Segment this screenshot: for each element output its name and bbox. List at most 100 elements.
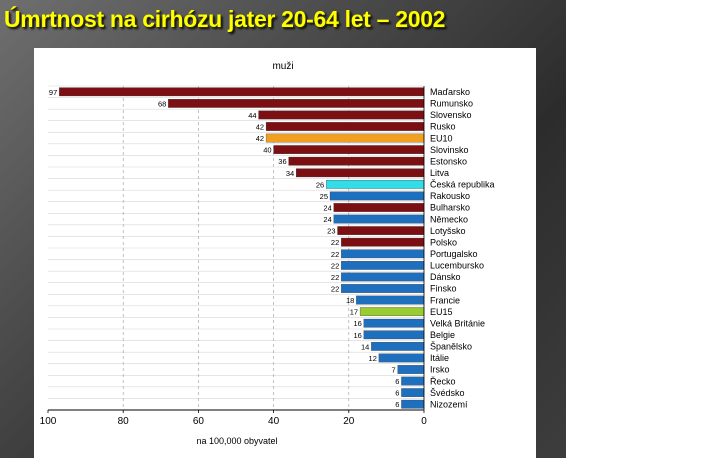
data-label: 18 — [346, 296, 354, 305]
bar — [59, 87, 425, 97]
data-label: 44 — [248, 111, 256, 120]
category-label: Nizozemí — [430, 399, 468, 409]
data-label: 12 — [369, 354, 377, 363]
category-label: EU10 — [430, 133, 453, 143]
category-label: EU15 — [430, 307, 453, 317]
category-label: Portugalsko — [430, 249, 478, 259]
chart-panel: muži 97 68 44 42 42 40 36 34 26 25 24 24 23 22 22 22 22 2… — [34, 48, 536, 458]
category-label: Polsko — [430, 237, 457, 247]
data-label: 6 — [395, 389, 399, 398]
data-label: 22 — [331, 250, 339, 259]
category-label: Belgie — [430, 330, 455, 340]
category-label: Francie — [430, 295, 460, 305]
x-tick-label: 80 — [118, 416, 130, 427]
data-label: 22 — [331, 238, 339, 247]
category-label: Německo — [430, 214, 468, 224]
data-label: 22 — [331, 273, 339, 282]
bar — [341, 261, 425, 270]
bar — [265, 133, 425, 143]
bar — [333, 214, 425, 224]
x-axis-label: na 100,000 obyvatel — [196, 436, 277, 446]
bar — [378, 353, 425, 363]
data-label: 34 — [286, 169, 294, 178]
category-label: Španělsko — [430, 342, 472, 352]
bar — [341, 249, 425, 259]
category-label: Estonsko — [430, 156, 467, 166]
category-label: Slovinsko — [430, 145, 469, 155]
bar — [363, 318, 425, 328]
category-label: Česká republika — [430, 180, 495, 190]
data-label: 42 — [256, 134, 264, 143]
category-label: Rakousko — [430, 191, 470, 201]
bar — [356, 295, 425, 305]
data-label: 42 — [256, 123, 264, 132]
bar — [265, 122, 425, 131]
mortality-bar-chart: muži 97684442424036342625242423222222222… — [40, 61, 495, 446]
chart-title: muži — [272, 61, 293, 72]
data-label: 24 — [323, 204, 331, 213]
category-label: Dánsko — [430, 272, 461, 282]
data-label: 23 — [327, 227, 335, 236]
bar — [296, 168, 425, 178]
category-label: Lucembursko — [430, 261, 484, 271]
bars — [59, 87, 425, 409]
bar — [333, 203, 425, 212]
category-label: Rusko — [430, 122, 456, 132]
data-label: 16 — [353, 331, 361, 340]
category-label: Bulharsko — [430, 203, 470, 213]
category-label: Řecko — [430, 376, 456, 386]
category-label: Velká Británie — [430, 318, 485, 328]
bar — [258, 110, 425, 120]
bar — [288, 156, 425, 166]
bar — [359, 307, 425, 316]
data-labels: 9768444242403634262524242322222222221817… — [49, 88, 400, 409]
bar — [341, 237, 425, 247]
data-label: 97 — [49, 88, 57, 97]
x-tick-label: 0 — [421, 416, 427, 427]
bar — [401, 399, 425, 409]
bar — [341, 284, 425, 293]
bar — [371, 342, 425, 351]
data-label: 22 — [331, 261, 339, 270]
category-label: Švédsko — [430, 388, 465, 398]
category-label: Itálie — [430, 353, 449, 363]
x-tick-label: 60 — [193, 416, 205, 427]
bar — [273, 145, 425, 154]
data-label: 36 — [278, 157, 286, 166]
data-label: 7 — [392, 366, 396, 375]
bar — [363, 330, 425, 340]
bar — [337, 226, 425, 235]
bar — [401, 376, 425, 386]
x-tick-label: 40 — [268, 416, 280, 427]
category-label: Rumunsko — [430, 99, 473, 109]
category-label: Maďarsko — [430, 87, 470, 97]
slide-background: Úmrtnost na cirhózu jater 20-64 let – 20… — [0, 0, 566, 458]
data-label: 6 — [395, 377, 399, 386]
data-label: 26 — [316, 180, 324, 189]
data-label: 16 — [353, 319, 361, 328]
slide-title: Úmrtnost na cirhózu jater 20-64 let – 20… — [4, 6, 446, 32]
bar — [329, 191, 425, 201]
data-label: 25 — [320, 192, 328, 201]
bar — [341, 272, 425, 282]
data-label: 68 — [158, 99, 166, 108]
bar — [401, 388, 425, 397]
data-label: 40 — [263, 146, 271, 155]
data-label: 17 — [350, 308, 358, 317]
category-label: Slovensko — [430, 110, 472, 120]
data-label: 22 — [331, 285, 339, 294]
category-label: Irsko — [430, 365, 450, 375]
category-label: Lotyšsko — [430, 226, 466, 236]
data-label: 6 — [395, 400, 399, 409]
bar — [397, 365, 425, 374]
x-axis: 100 80 60 40 20 0 — [40, 86, 427, 427]
x-tick-label: 20 — [343, 416, 355, 427]
category-label: Litva — [430, 168, 449, 178]
bar — [168, 99, 425, 108]
category-label: Finsko — [430, 284, 457, 294]
data-label: 14 — [361, 342, 369, 351]
data-label: 24 — [323, 215, 331, 224]
x-tick-label: 100 — [40, 416, 57, 427]
bar — [326, 180, 425, 189]
